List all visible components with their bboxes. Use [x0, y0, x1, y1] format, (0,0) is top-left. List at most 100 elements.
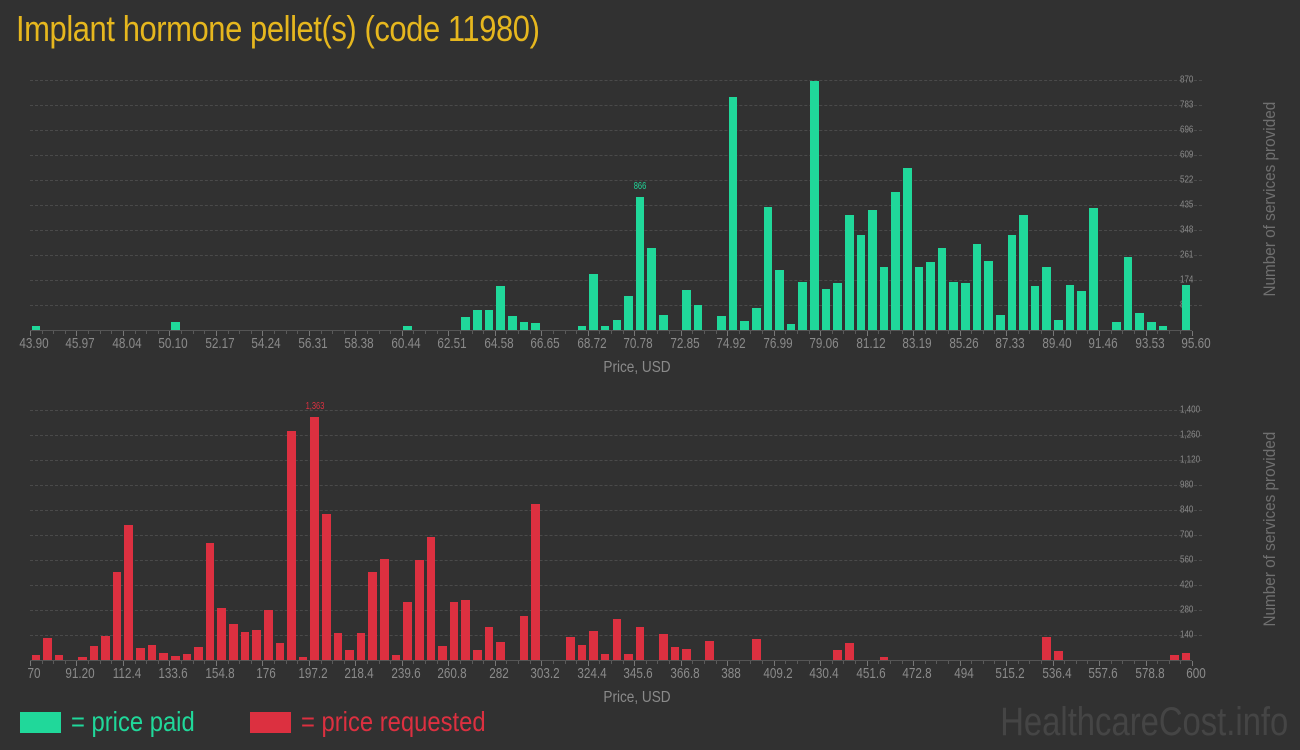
histogram-bar[interactable]: [356, 632, 366, 660]
histogram-bar[interactable]: [833, 650, 842, 660]
histogram-bar[interactable]: [600, 653, 610, 660]
histogram-bar[interactable]: [54, 654, 64, 660]
histogram-bar[interactable]: [1181, 284, 1191, 330]
histogram-bar[interactable]: [868, 209, 877, 330]
histogram-bar[interactable]: [600, 325, 610, 330]
histogram-bar[interactable]: [345, 649, 354, 660]
histogram-bar[interactable]: [1054, 319, 1063, 330]
histogram-bar[interactable]: [252, 629, 261, 660]
histogram-bar[interactable]: [496, 641, 505, 660]
histogram-bar[interactable]: [624, 653, 633, 660]
histogram-bar[interactable]: [403, 601, 412, 660]
histogram-bar[interactable]: [414, 559, 424, 660]
histogram-bar[interactable]: [751, 307, 761, 330]
histogram-bar[interactable]: [484, 309, 494, 330]
histogram-bar[interactable]: [577, 325, 587, 330]
histogram-bar[interactable]: [903, 167, 912, 330]
histogram-bar[interactable]: [519, 615, 529, 660]
histogram-bar[interactable]: [682, 648, 691, 660]
histogram-bar[interactable]: [1170, 655, 1179, 660]
histogram-bar[interactable]: [124, 524, 134, 660]
histogram-bar[interactable]: [1088, 207, 1098, 330]
histogram-bar[interactable]: [31, 654, 41, 660]
histogram-bar[interactable]: [844, 215, 854, 330]
histogram-bar[interactable]: [461, 317, 471, 330]
histogram-bar[interactable]: [159, 652, 168, 660]
histogram-bar[interactable]: [322, 513, 331, 660]
histogram-bar[interactable]: [89, 645, 99, 660]
histogram-bar[interactable]: [275, 642, 285, 660]
histogram-bar[interactable]: [658, 315, 668, 330]
histogram-bar[interactable]: [194, 646, 203, 660]
histogram-bar[interactable]: [205, 542, 215, 660]
histogram-bar[interactable]: [984, 261, 993, 330]
histogram-bar[interactable]: [1112, 321, 1121, 330]
histogram-bar[interactable]: [1135, 313, 1144, 330]
histogram-bar[interactable]: [658, 633, 668, 660]
histogram-bar[interactable]: [473, 649, 482, 660]
histogram-bar[interactable]: [1054, 651, 1063, 660]
histogram-bar[interactable]: [496, 286, 505, 330]
histogram-bar[interactable]: [775, 269, 784, 330]
histogram-bar[interactable]: [1077, 290, 1086, 330]
histogram-bar[interactable]: [461, 599, 471, 660]
histogram-bar[interactable]: [391, 654, 401, 660]
histogram-bar[interactable]: [879, 657, 889, 660]
histogram-bar[interactable]: [507, 315, 517, 330]
histogram-bar[interactable]: [624, 296, 633, 330]
histogram-bar[interactable]: [682, 290, 691, 330]
histogram-bar[interactable]: [717, 315, 726, 330]
histogram-bar[interactable]: [112, 571, 122, 660]
histogram-bar[interactable]: [473, 309, 482, 330]
histogram-bar[interactable]: [333, 632, 343, 660]
histogram-bar[interactable]: [229, 623, 238, 660]
histogram-bar[interactable]: [647, 248, 656, 330]
histogram-bar[interactable]: [693, 305, 703, 330]
histogram-bar[interactable]: [170, 655, 180, 660]
histogram-bar[interactable]: [961, 282, 970, 330]
histogram-bar[interactable]: [1007, 234, 1017, 330]
histogram-bar[interactable]: [810, 81, 819, 330]
histogram-bar[interactable]: [856, 234, 866, 330]
histogram-bar[interactable]: [937, 248, 947, 330]
histogram-bar[interactable]: [612, 618, 622, 660]
histogram-bar[interactable]: [1123, 257, 1133, 330]
histogram-bar[interactable]: [147, 644, 157, 660]
histogram-bar[interactable]: [670, 646, 680, 660]
histogram-bar[interactable]: [1065, 284, 1075, 330]
histogram-bar[interactable]: [1030, 286, 1040, 330]
histogram-bar[interactable]: [833, 282, 842, 330]
histogram-bar[interactable]: [380, 558, 389, 660]
histogram-bar[interactable]: [740, 321, 749, 330]
histogram-bar[interactable]: [449, 601, 459, 660]
histogram-bar[interactable]: [1042, 637, 1052, 660]
histogram-bar[interactable]: [926, 261, 935, 330]
histogram-bar[interactable]: [995, 315, 1005, 330]
histogram-bar[interactable]: [484, 626, 494, 660]
histogram-bar[interactable]: [77, 656, 87, 660]
histogram-bar[interactable]: [43, 637, 52, 660]
histogram-bar[interactable]: [403, 325, 412, 330]
histogram-bar[interactable]: [1147, 321, 1156, 330]
histogram-bar[interactable]: [751, 638, 761, 660]
histogram-bar[interactable]: [763, 207, 773, 330]
histogram-bar[interactable]: [263, 609, 273, 660]
histogram-bar[interactable]: [914, 267, 924, 330]
histogram-bar[interactable]: [728, 96, 738, 330]
histogram-bar[interactable]: [577, 644, 587, 660]
histogram-bar[interactable]: [531, 323, 540, 330]
histogram-bar[interactable]: [426, 536, 436, 660]
histogram-bar[interactable]: [170, 321, 180, 330]
histogram-bar[interactable]: [635, 626, 645, 660]
histogram-bar[interactable]: [972, 244, 982, 330]
histogram-bar[interactable]: [31, 325, 41, 330]
histogram-bar[interactable]: [310, 416, 319, 660]
histogram-bar[interactable]: [635, 196, 645, 330]
histogram-bar[interactable]: [519, 321, 529, 330]
histogram-bar[interactable]: [786, 323, 796, 330]
histogram-bar[interactable]: [531, 503, 540, 660]
histogram-bar[interactable]: [182, 653, 192, 660]
histogram-bar[interactable]: [240, 631, 250, 660]
histogram-bar[interactable]: [287, 430, 296, 660]
histogram-bar[interactable]: [136, 647, 145, 660]
